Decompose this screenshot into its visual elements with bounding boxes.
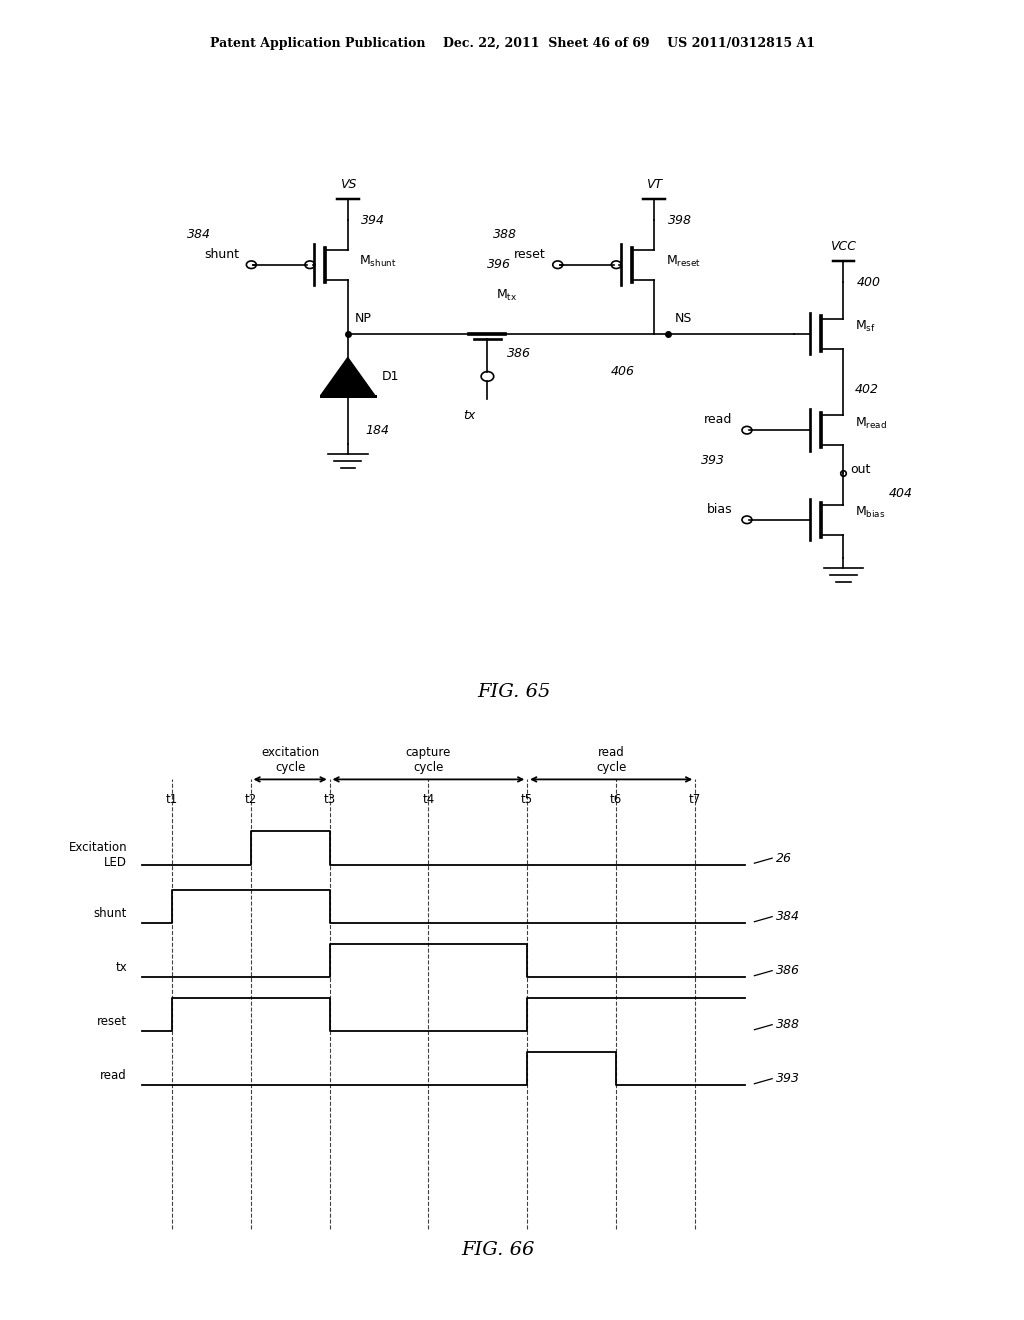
Text: 393: 393 xyxy=(700,454,725,467)
Text: t7: t7 xyxy=(689,793,701,807)
Text: 398: 398 xyxy=(668,214,691,227)
Text: Excitation
LED: Excitation LED xyxy=(69,841,127,869)
Text: 402: 402 xyxy=(855,383,879,396)
Text: shunt: shunt xyxy=(205,248,240,261)
Text: t5: t5 xyxy=(521,793,534,807)
Text: 386: 386 xyxy=(507,347,531,360)
Text: FIG. 66: FIG. 66 xyxy=(461,1241,535,1259)
Text: shunt: shunt xyxy=(94,907,127,920)
Text: VS: VS xyxy=(340,178,356,191)
Text: read: read xyxy=(705,413,732,426)
Text: 388: 388 xyxy=(494,227,517,240)
Text: t2: t2 xyxy=(245,793,257,807)
Text: 26: 26 xyxy=(776,851,793,865)
Text: t6: t6 xyxy=(610,793,623,807)
Text: Patent Application Publication    Dec. 22, 2011  Sheet 46 of 69    US 2011/03128: Patent Application Publication Dec. 22, … xyxy=(210,37,814,50)
Text: 388: 388 xyxy=(776,1018,800,1031)
Text: M$_{\mathsf{shunt}}$: M$_{\mathsf{shunt}}$ xyxy=(359,253,396,269)
Text: M$_{\mathsf{sf}}$: M$_{\mathsf{sf}}$ xyxy=(855,319,876,334)
Text: NS: NS xyxy=(675,313,692,326)
Text: D1: D1 xyxy=(382,370,399,383)
Text: VCC: VCC xyxy=(830,240,856,253)
Text: tx: tx xyxy=(463,409,475,422)
Text: M$_{\mathsf{reset}}$: M$_{\mathsf{reset}}$ xyxy=(666,253,700,269)
Text: bias: bias xyxy=(707,503,732,516)
Polygon shape xyxy=(321,358,375,396)
Text: VT: VT xyxy=(646,178,663,191)
Text: 396: 396 xyxy=(487,259,511,271)
Text: reset: reset xyxy=(514,248,546,261)
Text: 386: 386 xyxy=(776,964,800,977)
Text: read: read xyxy=(100,1069,127,1082)
Text: out: out xyxy=(851,463,871,477)
Text: read
cycle: read cycle xyxy=(596,746,627,774)
Text: FIG. 65: FIG. 65 xyxy=(478,684,551,701)
Text: 384: 384 xyxy=(776,911,800,923)
Text: M$_{\mathsf{bias}}$: M$_{\mathsf{bias}}$ xyxy=(855,506,886,520)
Text: t4: t4 xyxy=(422,793,434,807)
Text: reset: reset xyxy=(97,1015,127,1028)
Text: 394: 394 xyxy=(361,214,385,227)
Text: M$_{\mathsf{read}}$: M$_{\mathsf{read}}$ xyxy=(855,416,887,430)
Text: excitation
cycle: excitation cycle xyxy=(261,746,319,774)
Text: 406: 406 xyxy=(610,364,635,378)
Text: capture
cycle: capture cycle xyxy=(406,746,452,774)
Text: 404: 404 xyxy=(889,487,912,500)
Text: t1: t1 xyxy=(166,793,178,807)
Text: 393: 393 xyxy=(776,1072,800,1085)
Text: NP: NP xyxy=(355,313,372,326)
Text: tx: tx xyxy=(116,961,127,974)
Text: 384: 384 xyxy=(187,227,211,240)
Text: M$_{\mathsf{tx}}$: M$_{\mathsf{tx}}$ xyxy=(497,288,518,304)
Text: 400: 400 xyxy=(857,276,881,289)
Text: 184: 184 xyxy=(366,424,390,437)
Text: t3: t3 xyxy=(324,793,336,807)
